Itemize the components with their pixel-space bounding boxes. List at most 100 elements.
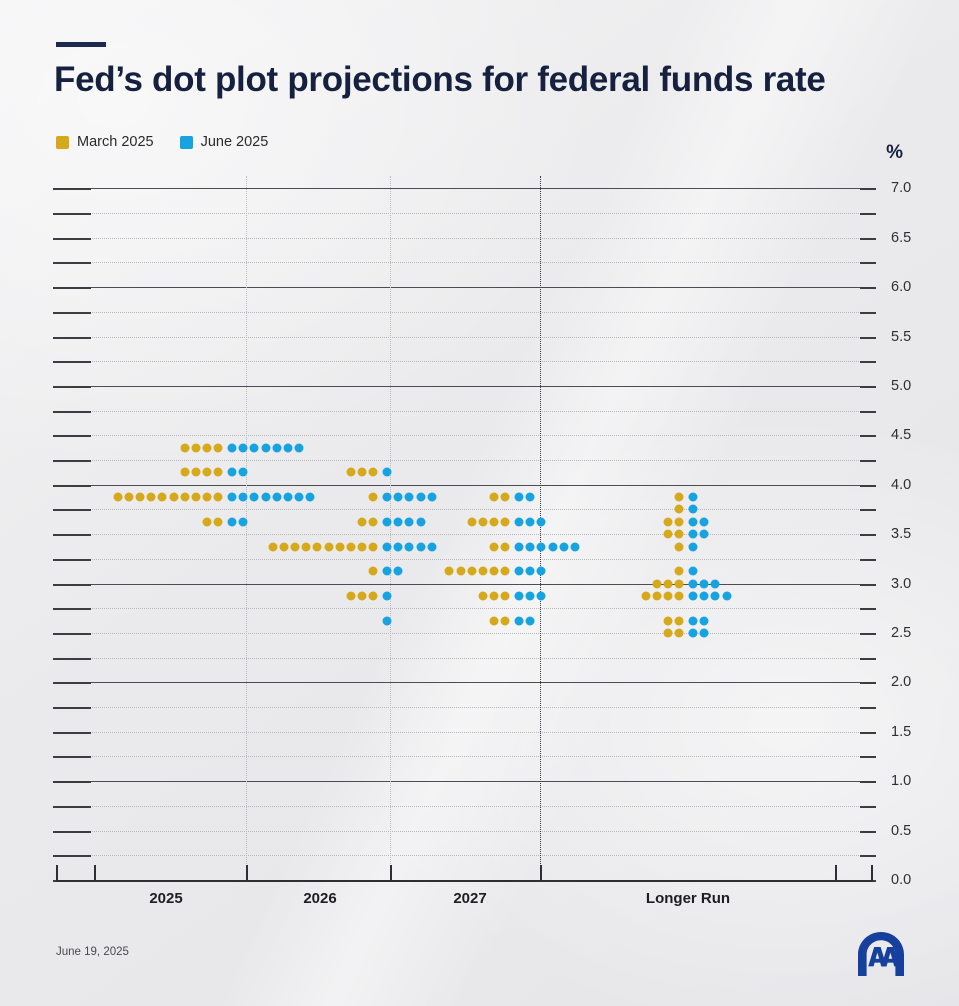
legend-label-march: March 2025 xyxy=(77,134,154,150)
dot-marker-june xyxy=(283,492,293,502)
y-axis-tick-label: 4.0 xyxy=(891,476,912,493)
y-tick-left xyxy=(53,287,91,290)
x-axis-tick xyxy=(871,865,873,882)
dot-marker-june xyxy=(238,517,248,527)
dot-marker-june xyxy=(514,542,524,552)
dot-marker-june xyxy=(416,517,426,527)
dot-marker-march xyxy=(357,542,367,552)
x-axis-label-2027: 2027 xyxy=(453,890,487,907)
x-axis-line xyxy=(56,880,873,882)
y-tick-left xyxy=(53,805,91,808)
y-tick-left xyxy=(53,435,91,438)
dot-marker-june xyxy=(514,517,524,527)
gridline xyxy=(56,460,873,462)
x-axis-tick xyxy=(94,865,96,882)
dot-marker-march xyxy=(346,591,356,601)
dot-marker-june xyxy=(688,504,698,514)
dot-marker-march xyxy=(213,492,223,502)
category-separator xyxy=(390,176,391,880)
dot-marker-march xyxy=(478,566,488,576)
y-axis-tick-label: 5.5 xyxy=(891,328,912,345)
gridline xyxy=(56,731,873,733)
dot-marker-june xyxy=(514,591,524,601)
dot-marker-june xyxy=(393,492,403,502)
y-axis-tick-label: 6.5 xyxy=(891,229,912,246)
dot-marker-march xyxy=(346,467,356,477)
gridline xyxy=(56,188,873,190)
dot-marker-june xyxy=(404,542,414,552)
gridline xyxy=(56,484,873,486)
dot-marker-march xyxy=(663,529,673,539)
dot-marker-june xyxy=(688,529,698,539)
dot-marker-march xyxy=(674,504,684,514)
y-tick-right xyxy=(860,558,876,561)
y-tick-left xyxy=(53,336,91,339)
y-tick-right xyxy=(860,583,876,586)
x-axis-label-longer-run: Longer Run xyxy=(645,890,731,907)
dot-marker-march xyxy=(368,517,378,527)
gridline xyxy=(56,781,873,783)
gridline xyxy=(56,632,873,634)
dot-marker-june xyxy=(305,492,315,502)
gridline xyxy=(56,410,873,412)
y-axis-tick-label: 4.5 xyxy=(891,427,912,444)
y-tick-left xyxy=(53,311,91,314)
y-axis-unit-label: % xyxy=(886,142,903,163)
gridline xyxy=(56,385,873,387)
dot-marker-june xyxy=(570,542,580,552)
dot-marker-june xyxy=(688,616,698,626)
dot-marker-june xyxy=(722,591,732,601)
y-tick-right xyxy=(860,781,876,784)
y-axis-tick-label: 0.5 xyxy=(891,822,912,839)
dot-marker-march xyxy=(674,579,684,589)
gridline xyxy=(56,262,873,264)
y-axis-tick-label: 2.0 xyxy=(891,674,912,691)
dot-marker-june xyxy=(688,542,698,552)
y-tick-left xyxy=(53,262,91,265)
dot-marker-june xyxy=(699,616,709,626)
dot-marker-june xyxy=(249,443,259,453)
dot-marker-june xyxy=(525,542,535,552)
y-tick-right xyxy=(860,262,876,265)
dot-marker-march xyxy=(674,529,684,539)
y-tick-left xyxy=(53,558,91,561)
dot-marker-march xyxy=(674,542,684,552)
square-swatch-icon xyxy=(179,135,193,149)
dot-marker-march xyxy=(652,591,662,601)
y-tick-right xyxy=(860,336,876,339)
dot-marker-june xyxy=(382,591,392,601)
y-tick-left xyxy=(53,534,91,537)
dot-marker-march xyxy=(146,492,156,502)
dot-marker-june xyxy=(382,492,392,502)
dot-marker-june xyxy=(382,517,392,527)
dot-marker-march xyxy=(202,467,212,477)
y-axis-tick-label: 2.5 xyxy=(891,624,912,641)
y-tick-right xyxy=(860,237,876,240)
dot-marker-june xyxy=(688,628,698,638)
dot-marker-march xyxy=(135,492,145,502)
x-axis-tick xyxy=(246,865,248,882)
dot-marker-june xyxy=(283,443,293,453)
dot-marker-march xyxy=(191,492,201,502)
dot-marker-june xyxy=(548,542,558,552)
legend-item-march: March 2025 xyxy=(56,134,154,150)
y-tick-right xyxy=(860,707,876,710)
gridline xyxy=(56,435,873,437)
dot-marker-march xyxy=(113,492,123,502)
y-axis-tick-label: 0.0 xyxy=(891,872,912,888)
dot-marker-june xyxy=(382,467,392,477)
dot-marker-march xyxy=(663,591,673,601)
gridline xyxy=(56,855,873,857)
y-tick-left xyxy=(53,657,91,660)
y-tick-right xyxy=(860,830,876,833)
dot-marker-march xyxy=(456,566,466,576)
y-tick-left xyxy=(53,188,91,191)
dot-marker-march xyxy=(500,591,510,601)
dot-marker-june xyxy=(688,517,698,527)
anadolu-agency-logo xyxy=(858,932,904,976)
gridline xyxy=(56,509,873,511)
dot-marker-march xyxy=(357,467,367,477)
dot-marker-june xyxy=(688,492,698,502)
dot-marker-june xyxy=(382,542,392,552)
